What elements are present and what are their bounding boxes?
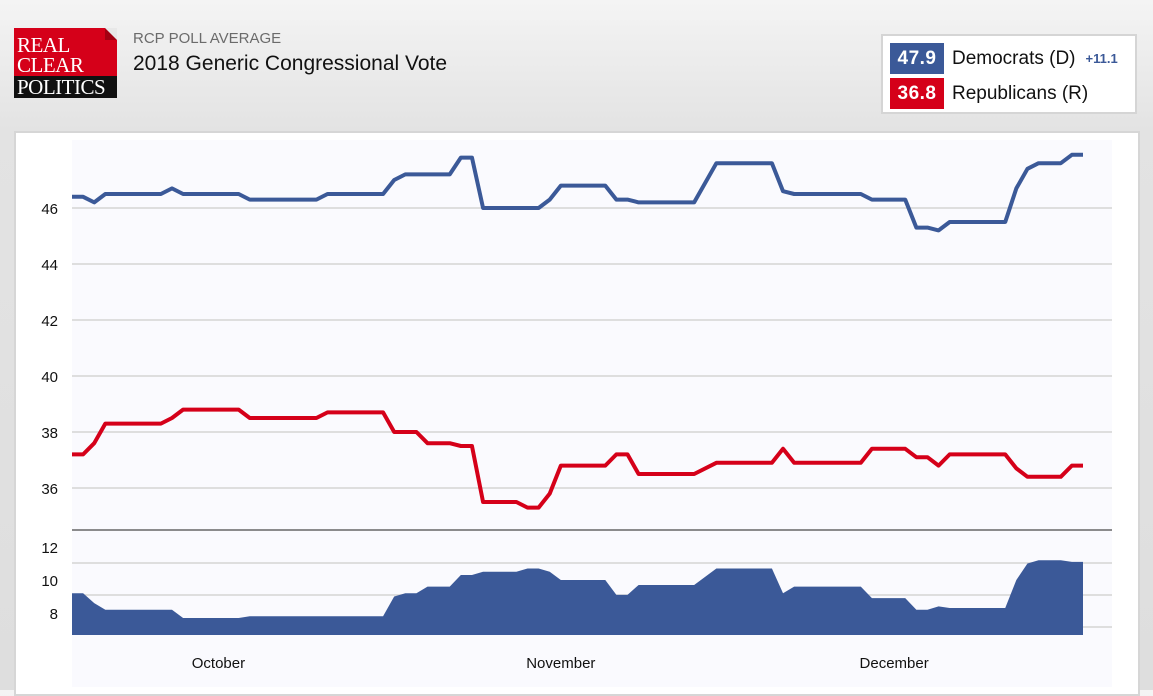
logo-text-real: REAL <box>17 33 70 57</box>
y-tick-label: 44 <box>41 257 58 274</box>
logo-text-politics: POLITICS <box>17 75 106 99</box>
y-tick-label-spread: 8 <box>50 606 58 623</box>
dem-value-badge: 47.9 <box>890 43 944 74</box>
legend-dem: 47.9 Democrats (D) +11.1 <box>890 43 1118 74</box>
y-tick-label: 40 <box>41 369 58 386</box>
legend: 47.9 Democrats (D) +11.1 36.8 Republican… <box>881 34 1137 114</box>
y-tick-label-spread: 12 <box>41 540 58 557</box>
x-month-label: December <box>860 655 929 672</box>
logo-red-block <box>14 28 117 76</box>
legend-rep: 36.8 Republicans (R) <box>890 78 1088 109</box>
logo-black-block <box>14 76 117 98</box>
page-title: 2018 Generic Congressional Vote <box>133 52 448 75</box>
logo-text-clear: CLEAR <box>17 53 84 77</box>
y-tick-label: 46 <box>41 201 58 218</box>
rcp-logo[interactable]: REAL CLEAR POLITICS <box>14 28 117 98</box>
logo-fold <box>105 28 117 40</box>
dem-lead: +11.1 <box>1085 51 1118 66</box>
republicans-line <box>72 407 1083 510</box>
rep-value-badge: 36.8 <box>890 78 944 109</box>
y-tick-label: 38 <box>41 425 58 442</box>
dem-label: Democrats (D) <box>952 47 1076 69</box>
page-subtitle: RCP POLL AVERAGE <box>133 30 282 47</box>
y-tick-label-spread: 10 <box>41 573 58 590</box>
x-month-label: October <box>192 655 245 672</box>
y-tick-label: 36 <box>41 481 58 498</box>
rep-label: Republicans (R) <box>952 82 1089 104</box>
y-tick-label: 42 <box>41 313 58 330</box>
spread-area <box>72 560 1083 635</box>
democrats-line <box>72 152 1083 233</box>
x-month-label: November <box>526 655 595 672</box>
